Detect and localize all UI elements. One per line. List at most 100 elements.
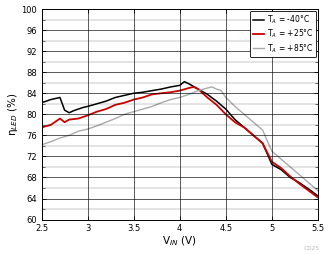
T$_A$ = -40°C: [316, 194, 320, 197]
T$_A$ = +85°C: [242, 113, 246, 116]
T$_A$ = +85°C: [205, 86, 209, 89]
T$_A$ = -40°C: [261, 142, 265, 145]
T$_A$ = +85°C: [40, 143, 44, 146]
T$_A$ = +25°C: [214, 103, 218, 106]
T$_A$ = +25°C: [85, 114, 89, 117]
T$_A$ = +85°C: [113, 117, 117, 120]
T$_A$ = +25°C: [288, 175, 292, 178]
T$_A$ = +25°C: [40, 126, 44, 129]
T$_A$ = +25°C: [77, 117, 81, 120]
T$_A$ = +85°C: [210, 85, 214, 88]
T$_A$ = -40°C: [187, 82, 191, 85]
T$_A$ = +25°C: [141, 96, 145, 99]
T$_A$ = +25°C: [191, 85, 195, 88]
T$_A$ = -40°C: [270, 163, 274, 166]
T$_A$ = +25°C: [132, 98, 136, 101]
T$_A$ = +25°C: [316, 196, 320, 199]
T$_A$ = +85°C: [297, 173, 301, 176]
T$_A$ = -40°C: [233, 118, 237, 121]
T$_A$ = -40°C: [205, 93, 209, 96]
T$_A$ = -40°C: [95, 102, 99, 105]
T$_A$ = +25°C: [159, 92, 163, 95]
T$_A$ = -40°C: [141, 91, 145, 94]
T$_A$ = +25°C: [49, 123, 53, 126]
T$_A$ = +25°C: [169, 91, 173, 94]
T$_A$ = -40°C: [150, 89, 154, 92]
T$_A$ = -40°C: [81, 106, 85, 109]
T$_A$ = +85°C: [132, 110, 136, 113]
T$_A$ = +85°C: [270, 150, 274, 153]
T$_A$ = +25°C: [95, 110, 99, 113]
Text: C025: C025: [304, 246, 320, 251]
T$_A$ = -40°C: [159, 88, 163, 91]
T$_A$ = +25°C: [58, 117, 62, 120]
T$_A$ = +85°C: [288, 165, 292, 168]
T$_A$ = +85°C: [58, 136, 62, 139]
T$_A$ = -40°C: [297, 181, 301, 184]
T$_A$ = +25°C: [242, 126, 246, 129]
T$_A$ = +25°C: [63, 121, 67, 124]
T$_A$ = +25°C: [67, 118, 71, 121]
T$_A$ = +25°C: [261, 142, 265, 145]
T$_A$ = +25°C: [297, 182, 301, 185]
T$_A$ = +25°C: [205, 96, 209, 99]
T$_A$ = +85°C: [261, 129, 265, 132]
T$_A$ = +85°C: [104, 121, 108, 124]
T$_A$ = +25°C: [178, 89, 182, 92]
Line: T$_A$ = +25°C: T$_A$ = +25°C: [42, 87, 318, 198]
T$_A$ = +25°C: [150, 93, 154, 96]
T$_A$ = +85°C: [316, 189, 320, 192]
T$_A$ = +25°C: [113, 103, 117, 106]
T$_A$ = -40°C: [224, 107, 228, 110]
T$_A$ = +85°C: [150, 105, 154, 108]
T$_A$ = +85°C: [141, 107, 145, 110]
T$_A$ = -40°C: [178, 84, 182, 87]
T$_A$ = -40°C: [242, 126, 246, 129]
T$_A$ = +85°C: [196, 89, 200, 92]
T$_A$ = +85°C: [187, 93, 191, 96]
T$_A$ = +85°C: [224, 96, 228, 99]
T$_A$ = +25°C: [233, 121, 237, 124]
X-axis label: V$_{IN}$ (V): V$_{IN}$ (V): [162, 235, 197, 248]
T$_A$ = +85°C: [214, 88, 218, 91]
T$_A$ = -40°C: [72, 109, 76, 112]
T$_A$ = +85°C: [159, 101, 163, 104]
T$_A$ = -40°C: [49, 98, 53, 101]
Line: T$_A$ = -40°C: T$_A$ = -40°C: [42, 82, 318, 196]
T$_A$ = -40°C: [113, 96, 117, 99]
T$_A$ = -40°C: [104, 100, 108, 103]
Y-axis label: η$_{LED}$ (%): η$_{LED}$ (%): [6, 92, 19, 136]
T$_A$ = -40°C: [169, 85, 173, 88]
T$_A$ = -40°C: [307, 187, 311, 190]
T$_A$ = +25°C: [187, 86, 191, 89]
T$_A$ = +25°C: [279, 166, 283, 169]
T$_A$ = -40°C: [288, 176, 292, 179]
T$_A$ = +85°C: [169, 98, 173, 101]
T$_A$ = +25°C: [224, 113, 228, 116]
T$_A$ = +85°C: [233, 105, 237, 108]
T$_A$ = -40°C: [58, 96, 62, 99]
T$_A$ = +85°C: [77, 130, 81, 133]
T$_A$ = -40°C: [122, 94, 126, 97]
T$_A$ = -40°C: [182, 80, 186, 83]
T$_A$ = +25°C: [196, 88, 200, 91]
T$_A$ = +85°C: [85, 128, 89, 131]
T$_A$ = +85°C: [122, 113, 126, 116]
T$_A$ = +25°C: [270, 160, 274, 163]
T$_A$ = +85°C: [67, 134, 71, 137]
T$_A$ = -40°C: [196, 88, 200, 91]
T$_A$ = +85°C: [307, 181, 311, 184]
T$_A$ = -40°C: [251, 134, 255, 137]
T$_A$ = +25°C: [307, 189, 311, 192]
T$_A$ = +85°C: [251, 121, 255, 124]
Legend: T$_A$ = -40°C, T$_A$ = +25°C, T$_A$ = +85°C: T$_A$ = -40°C, T$_A$ = +25°C, T$_A$ = +8…: [250, 11, 316, 57]
T$_A$ = -40°C: [40, 101, 44, 104]
Line: T$_A$ = +85°C: T$_A$ = +85°C: [42, 87, 318, 191]
T$_A$ = -40°C: [63, 109, 67, 112]
T$_A$ = -40°C: [214, 100, 218, 103]
T$_A$ = +85°C: [178, 96, 182, 99]
T$_A$ = +25°C: [104, 107, 108, 110]
T$_A$ = -40°C: [77, 107, 81, 110]
T$_A$ = -40°C: [67, 111, 71, 114]
T$_A$ = -40°C: [85, 105, 89, 108]
